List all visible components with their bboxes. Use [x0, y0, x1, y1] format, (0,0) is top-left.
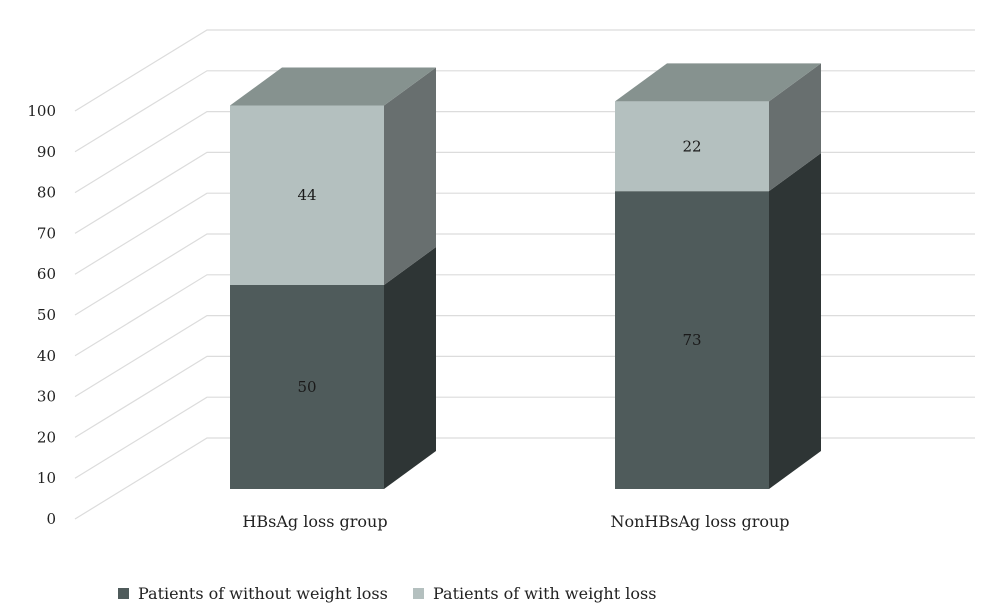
- y-tick-label: 40: [37, 347, 56, 365]
- y-tick-label: 30: [37, 388, 56, 406]
- gridline: [74, 29, 975, 112]
- bar-side: [384, 67, 436, 285]
- bar-side: [769, 63, 821, 192]
- bar-side: [769, 153, 821, 489]
- bar-front: [615, 101, 769, 192]
- data-label: 44: [297, 186, 316, 204]
- bar-front: [615, 191, 769, 489]
- legend: Patients of without weight loss Patients …: [118, 584, 656, 603]
- y-tick-label: 20: [37, 428, 56, 446]
- bar-front: [230, 285, 384, 489]
- y-tick-label: 50: [37, 306, 56, 324]
- bar-segment: 50: [230, 247, 436, 489]
- bar-top: [615, 63, 821, 102]
- x-tick-label: NonHBsAg loss group: [610, 512, 789, 531]
- y-tick-label: 10: [37, 469, 56, 487]
- data-label: 73: [682, 331, 701, 349]
- y-tick-label: 90: [37, 143, 56, 161]
- y-tick-label: 100: [27, 102, 56, 120]
- data-label: 22: [682, 137, 701, 155]
- bars: 50 44 73 22: [230, 63, 821, 489]
- bar-segment: 44: [230, 67, 436, 285]
- legend-item: Patients of without weight loss: [118, 584, 388, 603]
- bar-side: [384, 247, 436, 489]
- bar-front: [230, 105, 384, 285]
- x-tick-label: HBsAg loss group: [242, 512, 387, 531]
- bar-segment: 22: [615, 63, 821, 192]
- legend-swatch: [118, 588, 129, 599]
- y-tick-label: 60: [37, 265, 56, 283]
- data-label: 50: [297, 378, 316, 396]
- legend-item: Patients of with weight loss: [413, 584, 656, 603]
- legend-label: Patients of with weight loss: [433, 584, 656, 603]
- bar-top: [230, 67, 436, 106]
- legend-label: Patients of without weight loss: [138, 584, 388, 603]
- y-axis: 0 10 20 30 40 50 60 70 80 90 100: [27, 102, 56, 528]
- legend-swatch: [413, 588, 424, 599]
- gridline: [74, 437, 975, 520]
- y-tick-label: 70: [37, 224, 56, 242]
- y-tick-label: 80: [37, 184, 56, 202]
- bar-segment: 73: [615, 153, 821, 489]
- x-axis: HBsAg loss group NonHBsAg loss group: [242, 512, 789, 531]
- gridlines: [74, 29, 975, 520]
- y-tick-label: 0: [46, 510, 56, 528]
